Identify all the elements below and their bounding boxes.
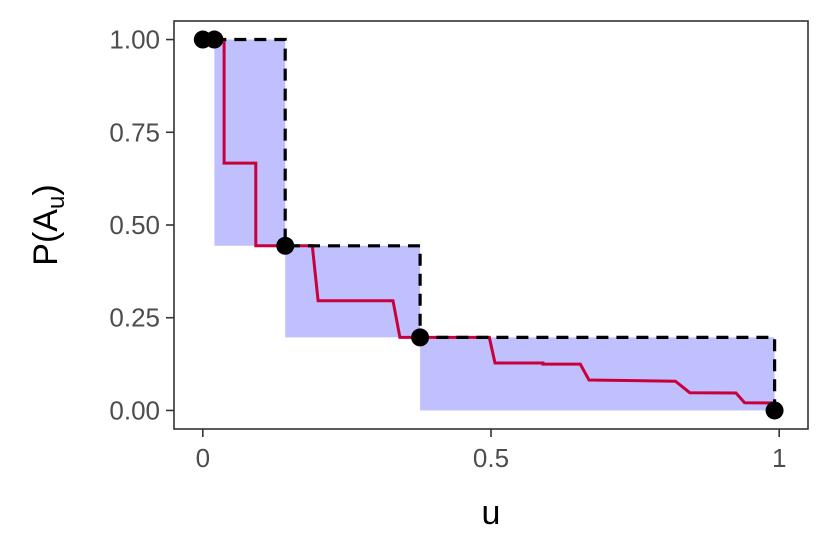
y-axis-title-main: P(A [27,209,65,266]
points [193,30,784,420]
estimate-line-layer [218,38,775,405]
x-axis-title: u [482,494,501,532]
data-point-3 [276,236,295,255]
x-tick-label: 1 [772,443,786,473]
confidence-band-2 [285,245,421,338]
bands [214,39,775,411]
confidence-band-1 [214,39,286,246]
x-tick-label: 0.5 [473,443,509,473]
upper-step-layer [214,37,777,411]
upper-step-dashed-line [214,37,777,411]
y-tick-label: 0.75 [109,117,160,147]
data-point-2 [205,30,224,49]
data-point-5 [765,401,784,420]
estimate-line [218,38,775,405]
y-axis-title-close: ) [27,184,65,195]
y-axis-ticks: 0.00 0.25 0.50 0.75 1.00 [109,25,174,425]
y-tick-label: 0.50 [109,210,160,240]
y-tick-label: 0.00 [109,395,160,425]
x-axis-ticks: 0 0.5 1 [196,429,786,473]
y-tick-label: 0.25 [109,303,160,333]
x-tick-label: 0 [196,443,210,473]
y-axis-title: P(Au) [27,184,70,265]
y-tick-label: 1.00 [109,25,160,55]
data-point-4 [411,328,430,347]
y-axis-title-subscript: u [43,196,70,209]
confidence-band-3 [420,337,775,411]
